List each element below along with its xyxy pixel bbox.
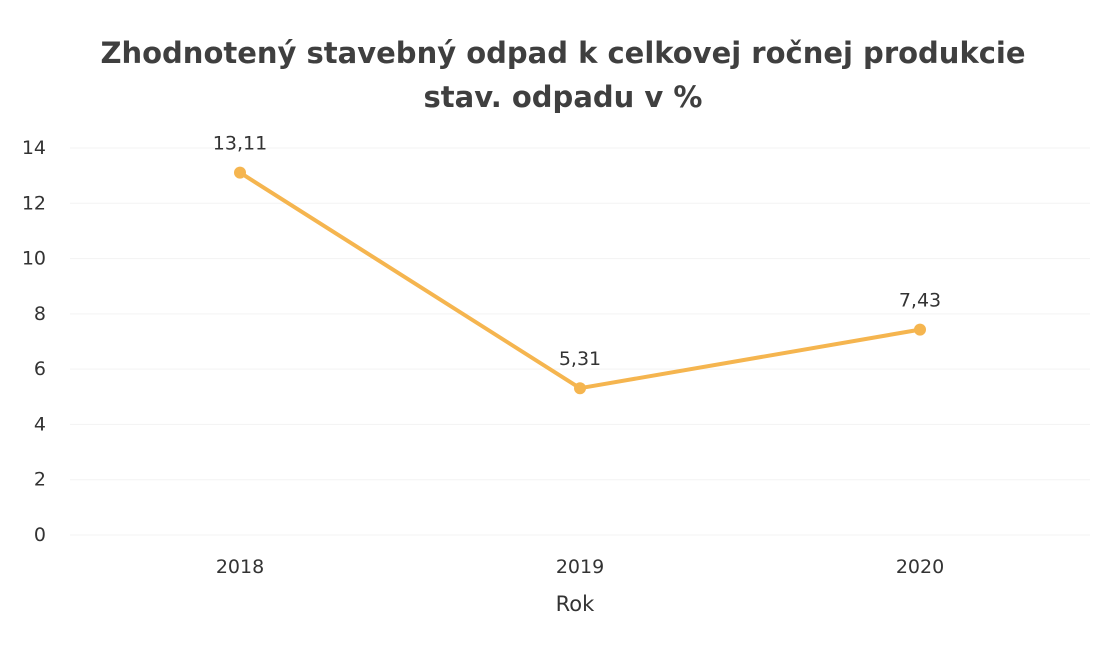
data-labels: 13,11 5,31 7,43 [213,133,941,371]
y-tick-label: 12 [22,192,46,214]
y-tick-label: 8 [34,303,46,325]
y-tick-label: 6 [34,358,46,380]
data-points [234,166,926,395]
x-tick-label: 2020 [896,556,944,578]
data-label: 13,11 [213,133,267,155]
y-tick-label: 4 [34,413,46,435]
data-label: 5,31 [559,348,601,370]
y-axis-tick-labels: 0 2 4 6 8 10 12 14 [22,137,46,546]
grid [70,147,1090,536]
x-tick-label: 2019 [556,556,604,578]
y-tick-label: 10 [22,248,46,270]
data-point [574,382,586,395]
x-tick-label: 2018 [216,556,264,578]
data-label: 7,43 [899,290,941,312]
chart-title-line-2: stav. odpadu v % [424,80,703,114]
data-point [914,323,926,336]
x-axis-tick-labels: 2018 2019 2020 [216,556,944,578]
data-point [234,166,246,179]
chart-title-line-1: Zhodnotený stavebný odpad k celkovej roč… [100,36,1025,70]
x-axis-label: Rok [556,592,595,616]
y-tick-label: 14 [22,137,46,159]
y-tick-label: 0 [34,524,46,546]
y-tick-label: 2 [34,469,46,491]
